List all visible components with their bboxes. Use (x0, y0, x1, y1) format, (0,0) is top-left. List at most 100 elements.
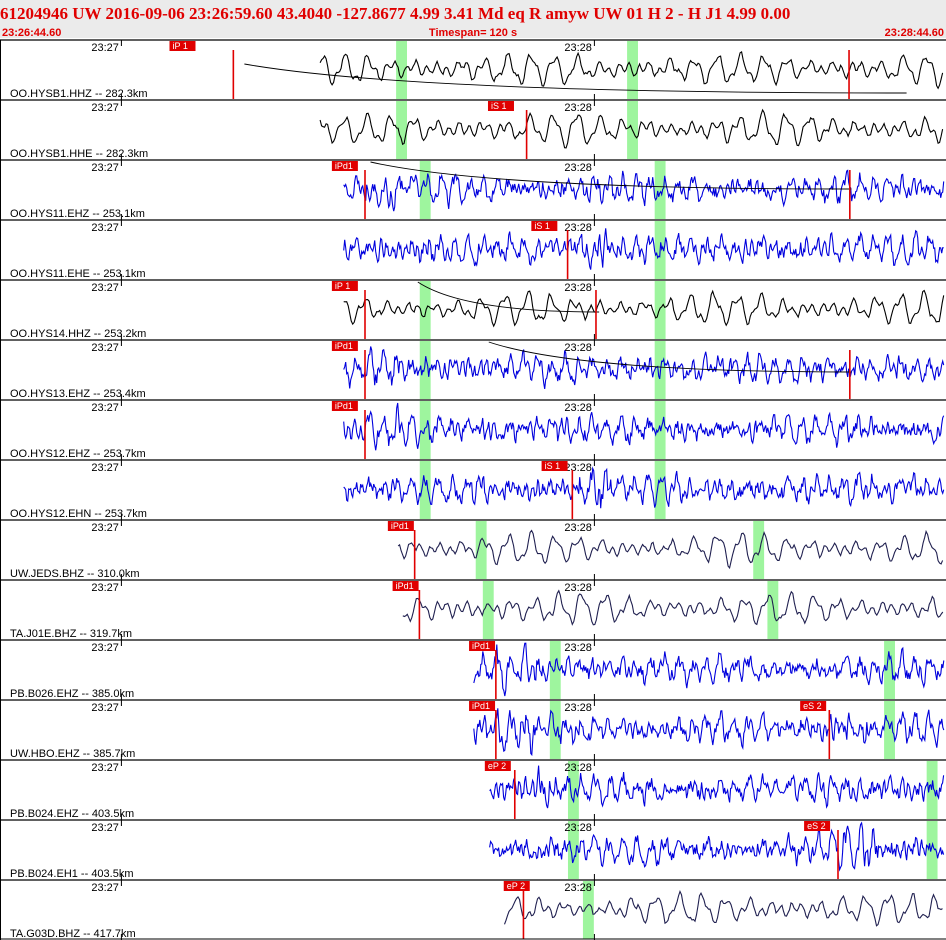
analysis-window (567, 821, 579, 879)
analysis-window (654, 461, 666, 519)
channel-panel: 23:27 23:28 iPd1 OO.HYS11.EHZ -- 253.1km (0, 159, 946, 220)
pick-label: iS 1 (491, 101, 507, 111)
end-time-label: 23:28:44.60 (885, 27, 944, 39)
analysis-window (419, 161, 431, 219)
pick-marker (392, 581, 419, 591)
waveform-trace (473, 642, 945, 697)
minute-tick-label: 23:28 (564, 522, 592, 534)
analysis-window (567, 761, 579, 819)
analysis-window (926, 761, 938, 819)
channel-panel: 23:27 23:28 iS 1 OO.HYSB1.HHE -- 282.3km (0, 99, 946, 160)
waveform-trace (343, 466, 945, 509)
pick-marker (331, 281, 358, 291)
minute-tick-label: 23:28 (564, 762, 592, 774)
channel-panel: 23:27 23:28 iS 1 OO.HYS11.EHE -- 253.1km (0, 219, 946, 280)
pick-label: iP 1 (172, 41, 187, 51)
pick-marker (503, 881, 530, 891)
pick-marker (331, 401, 358, 411)
minute-tick-label: 23:27 (91, 162, 119, 174)
minute-tick-label: 23:28 (564, 582, 592, 594)
channel-label: OO.HYSB1.HHE -- 282.3km (10, 148, 148, 160)
minute-tick-label: 23:28 (564, 162, 592, 174)
minute-tick-label: 23:27 (91, 282, 119, 294)
waveform-trace (343, 228, 944, 270)
channel-panel: 23:27 23:28 iP 1 OO.HYSB1.HHZ -- 282.3km (0, 39, 946, 100)
channel-panel: 23:27 23:28 iPd1 TA.J01E.BHZ -- 319.7km (0, 579, 946, 640)
channel-label: PB.B026.EHZ -- 385.0km (10, 688, 134, 700)
coda-curve (244, 63, 907, 94)
analysis-window (419, 401, 431, 459)
pick-label: iS 1 (545, 461, 561, 471)
channel-label: OO.HYS13.EHZ -- 253.4km (10, 388, 146, 400)
pick-label: eP 2 (507, 881, 525, 891)
analysis-window (396, 41, 407, 99)
waveform-trace (319, 51, 944, 90)
pick-marker (469, 701, 496, 711)
pick-label: eP 2 (488, 761, 506, 771)
pick-label: iPd1 (396, 581, 414, 591)
event-header-title: 61204946 UW 2016-09-06 23:26:59.60 43.40… (0, 4, 790, 23)
minute-tick-label: 23:27 (91, 42, 119, 54)
coda-curve (370, 161, 852, 190)
channel-label: UW.HBO.EHZ -- 385.7km (10, 748, 135, 760)
pick-marker (387, 521, 414, 531)
analysis-window (549, 641, 561, 699)
channel-panel: 23:27 23:28 eS 2 PB.B024.EH1 -- 403.5km (0, 819, 946, 880)
analysis-window (419, 461, 431, 519)
pick-marker (484, 761, 511, 771)
channel-panel: 23:27 23:28 iPd1 OO.HYS12.EHZ -- 253.7km (0, 399, 946, 460)
channel-panel: 23:27 23:28 iP 1 OO.HYS14.HHZ -- 253.2km (0, 279, 946, 340)
pick-label: eS 2 (803, 701, 822, 711)
pick-label: iPd1 (472, 641, 490, 651)
channel-label: TA.J01E.BHZ -- 319.7km (10, 628, 132, 640)
pick-label: eS 2 (807, 821, 826, 831)
analysis-window (654, 161, 666, 219)
minute-tick-label: 23:27 (91, 522, 119, 534)
analysis-window (884, 701, 895, 759)
minute-tick-label: 23:28 (564, 462, 592, 474)
waveform-trace (489, 765, 945, 809)
pick-marker (331, 341, 358, 351)
minute-tick-label: 23:27 (91, 582, 119, 594)
channel-label: OO.HYS12.EHN -- 253.7km (10, 508, 147, 520)
pick-marker (800, 701, 827, 711)
channel-panel: 23:27 23:28 iPd1 PB.B026.EHZ -- 385.0km (0, 639, 946, 700)
minute-tick-label: 23:27 (91, 222, 119, 234)
channel-label: OO.HYS14.HHZ -- 253.2km (10, 328, 146, 340)
pick-label: iP 1 (335, 281, 350, 291)
minute-tick-label: 23:27 (91, 462, 119, 474)
pick-label: iPd1 (472, 701, 490, 711)
channel-panel: 23:27 23:28 iPd1 UW.JEDS.BHZ -- 310.0km (0, 519, 946, 580)
minute-tick-label: 23:28 (564, 102, 592, 114)
waveform-trace (503, 889, 943, 927)
analysis-window (396, 101, 407, 159)
channel-panel: 23:27 23:28 eP 2 PB.B024.EHZ -- 403.5km (0, 759, 946, 820)
channel-panel: 23:27 23:28 iPd1 OO.HYS13.EHZ -- 253.4km (0, 339, 946, 400)
minute-tick-label: 23:28 (564, 42, 592, 54)
pick-label: iS 1 (534, 221, 550, 231)
analysis-window (926, 821, 938, 879)
analysis-window (753, 521, 765, 579)
analysis-window (654, 281, 666, 339)
channel-label: UW.JEDS.BHZ -- 310.0km (10, 568, 140, 580)
minute-tick-label: 23:28 (564, 402, 592, 414)
pick-marker (531, 221, 558, 231)
minute-tick-label: 23:27 (91, 102, 119, 114)
analysis-window (549, 701, 561, 759)
pick-marker (541, 461, 568, 471)
minute-tick-label: 23:27 (91, 402, 119, 414)
minute-tick-label: 23:27 (91, 642, 119, 654)
minute-tick-label: 23:27 (91, 342, 119, 354)
channel-label: TA.G03D.BHZ -- 417.7km (10, 928, 136, 940)
channel-label: OO.HYSB1.HHZ -- 282.3km (10, 88, 148, 100)
start-time-label: 23:26:44.60 (2, 27, 61, 39)
channel-label: PB.B024.EHZ -- 403.5km (10, 808, 134, 820)
waveform-trace (343, 346, 945, 389)
coda-curve (488, 341, 852, 373)
analysis-window (419, 281, 431, 339)
channel-panel: 23:27 23:28 iPd1 eS 2 UW.HBO.EHZ -- 385.7km (0, 699, 946, 760)
pick-label: iPd1 (335, 341, 353, 351)
